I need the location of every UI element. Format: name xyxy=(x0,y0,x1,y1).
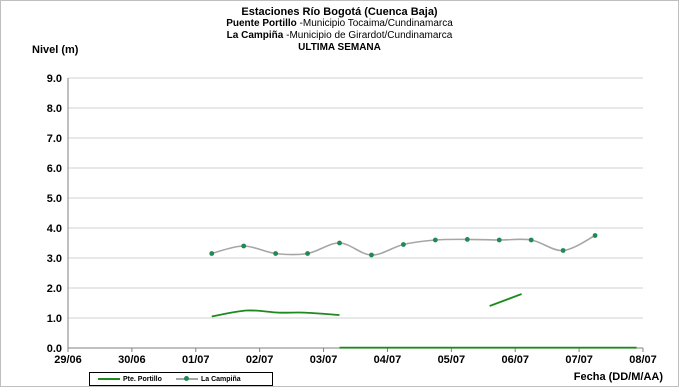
y-axis-label: Nivel (m) xyxy=(32,44,79,56)
chart-subtitle-campina: La Campiña -Municipio de Girardot/Cundin… xyxy=(226,30,453,41)
data-point-la-campina xyxy=(241,243,247,249)
y-tick-label: 5.0 xyxy=(47,193,62,205)
x-tick-label: 01/07 xyxy=(182,354,210,366)
data-point-la-campina xyxy=(560,248,566,253)
data-point-la-campina xyxy=(369,252,374,258)
y-tick-label: 8.0 xyxy=(47,103,62,115)
chart-subtitle-portillo: Puente Portillo -Municipio Tocaima/Cundi… xyxy=(226,18,453,29)
legend-label-campina: La Campiña xyxy=(201,375,241,383)
data-point-la-campina xyxy=(528,237,534,243)
legend-item-campina: La Campiña xyxy=(176,373,241,385)
chart-title: Estaciones Río Bogotá (Cuenca Baja) xyxy=(241,6,438,18)
data-point-la-campina xyxy=(464,237,470,242)
x-tick-label: 30/06 xyxy=(118,354,146,366)
y-tick-label: 3.0 xyxy=(47,253,62,265)
data-point-la-campina xyxy=(273,251,279,256)
x-tick-label: 04/07 xyxy=(374,354,402,366)
x-tick-label: 05/07 xyxy=(438,354,466,366)
data-point-la-campina xyxy=(209,251,215,256)
legend-item-portillo: Pte. Portillo xyxy=(98,373,162,385)
data-point-la-campina xyxy=(496,237,502,243)
chart-title-block: Estaciones Río Bogotá (Cuenca Baja) Puen… xyxy=(0,6,679,54)
data-point-la-campina xyxy=(305,251,310,256)
y-tick-label: 0.0 xyxy=(47,343,62,355)
x-tick-label: 29/06 xyxy=(54,354,82,366)
x-tick-label: 06/07 xyxy=(501,354,529,366)
x-tick-label: 02/07 xyxy=(246,354,274,366)
x-tick-label: 08/07 xyxy=(629,354,657,366)
data-point-la-campina xyxy=(337,240,342,246)
legend: Pte. Portillo La Campiña xyxy=(89,372,273,386)
y-tick-label: 1.0 xyxy=(47,313,62,325)
y-tick-label: 4.0 xyxy=(47,223,62,235)
data-point-la-campina xyxy=(401,242,406,247)
y-tick-label: 2.0 xyxy=(47,283,62,295)
x-axis-label: Fecha (DD/M/AA) xyxy=(573,371,663,383)
y-tick-label: 6.0 xyxy=(47,163,62,175)
y-tick-label: 9.0 xyxy=(47,73,62,85)
chart-subtitle-week: ULTIMA SEMANA xyxy=(298,42,381,53)
legend-label-portillo: Pte. Portillo xyxy=(123,375,162,383)
y-tick-label: 7.0 xyxy=(47,133,62,145)
series-line-pte-portillo xyxy=(489,293,522,307)
legend-swatch-campina xyxy=(176,373,198,385)
series-line-pte-portillo xyxy=(211,309,340,318)
x-tick-label: 07/07 xyxy=(565,354,593,366)
x-tick-label: 03/07 xyxy=(310,354,338,366)
data-point-la-campina xyxy=(432,237,438,243)
legend-swatch-portillo xyxy=(98,373,120,385)
data-point-la-campina xyxy=(592,233,598,238)
